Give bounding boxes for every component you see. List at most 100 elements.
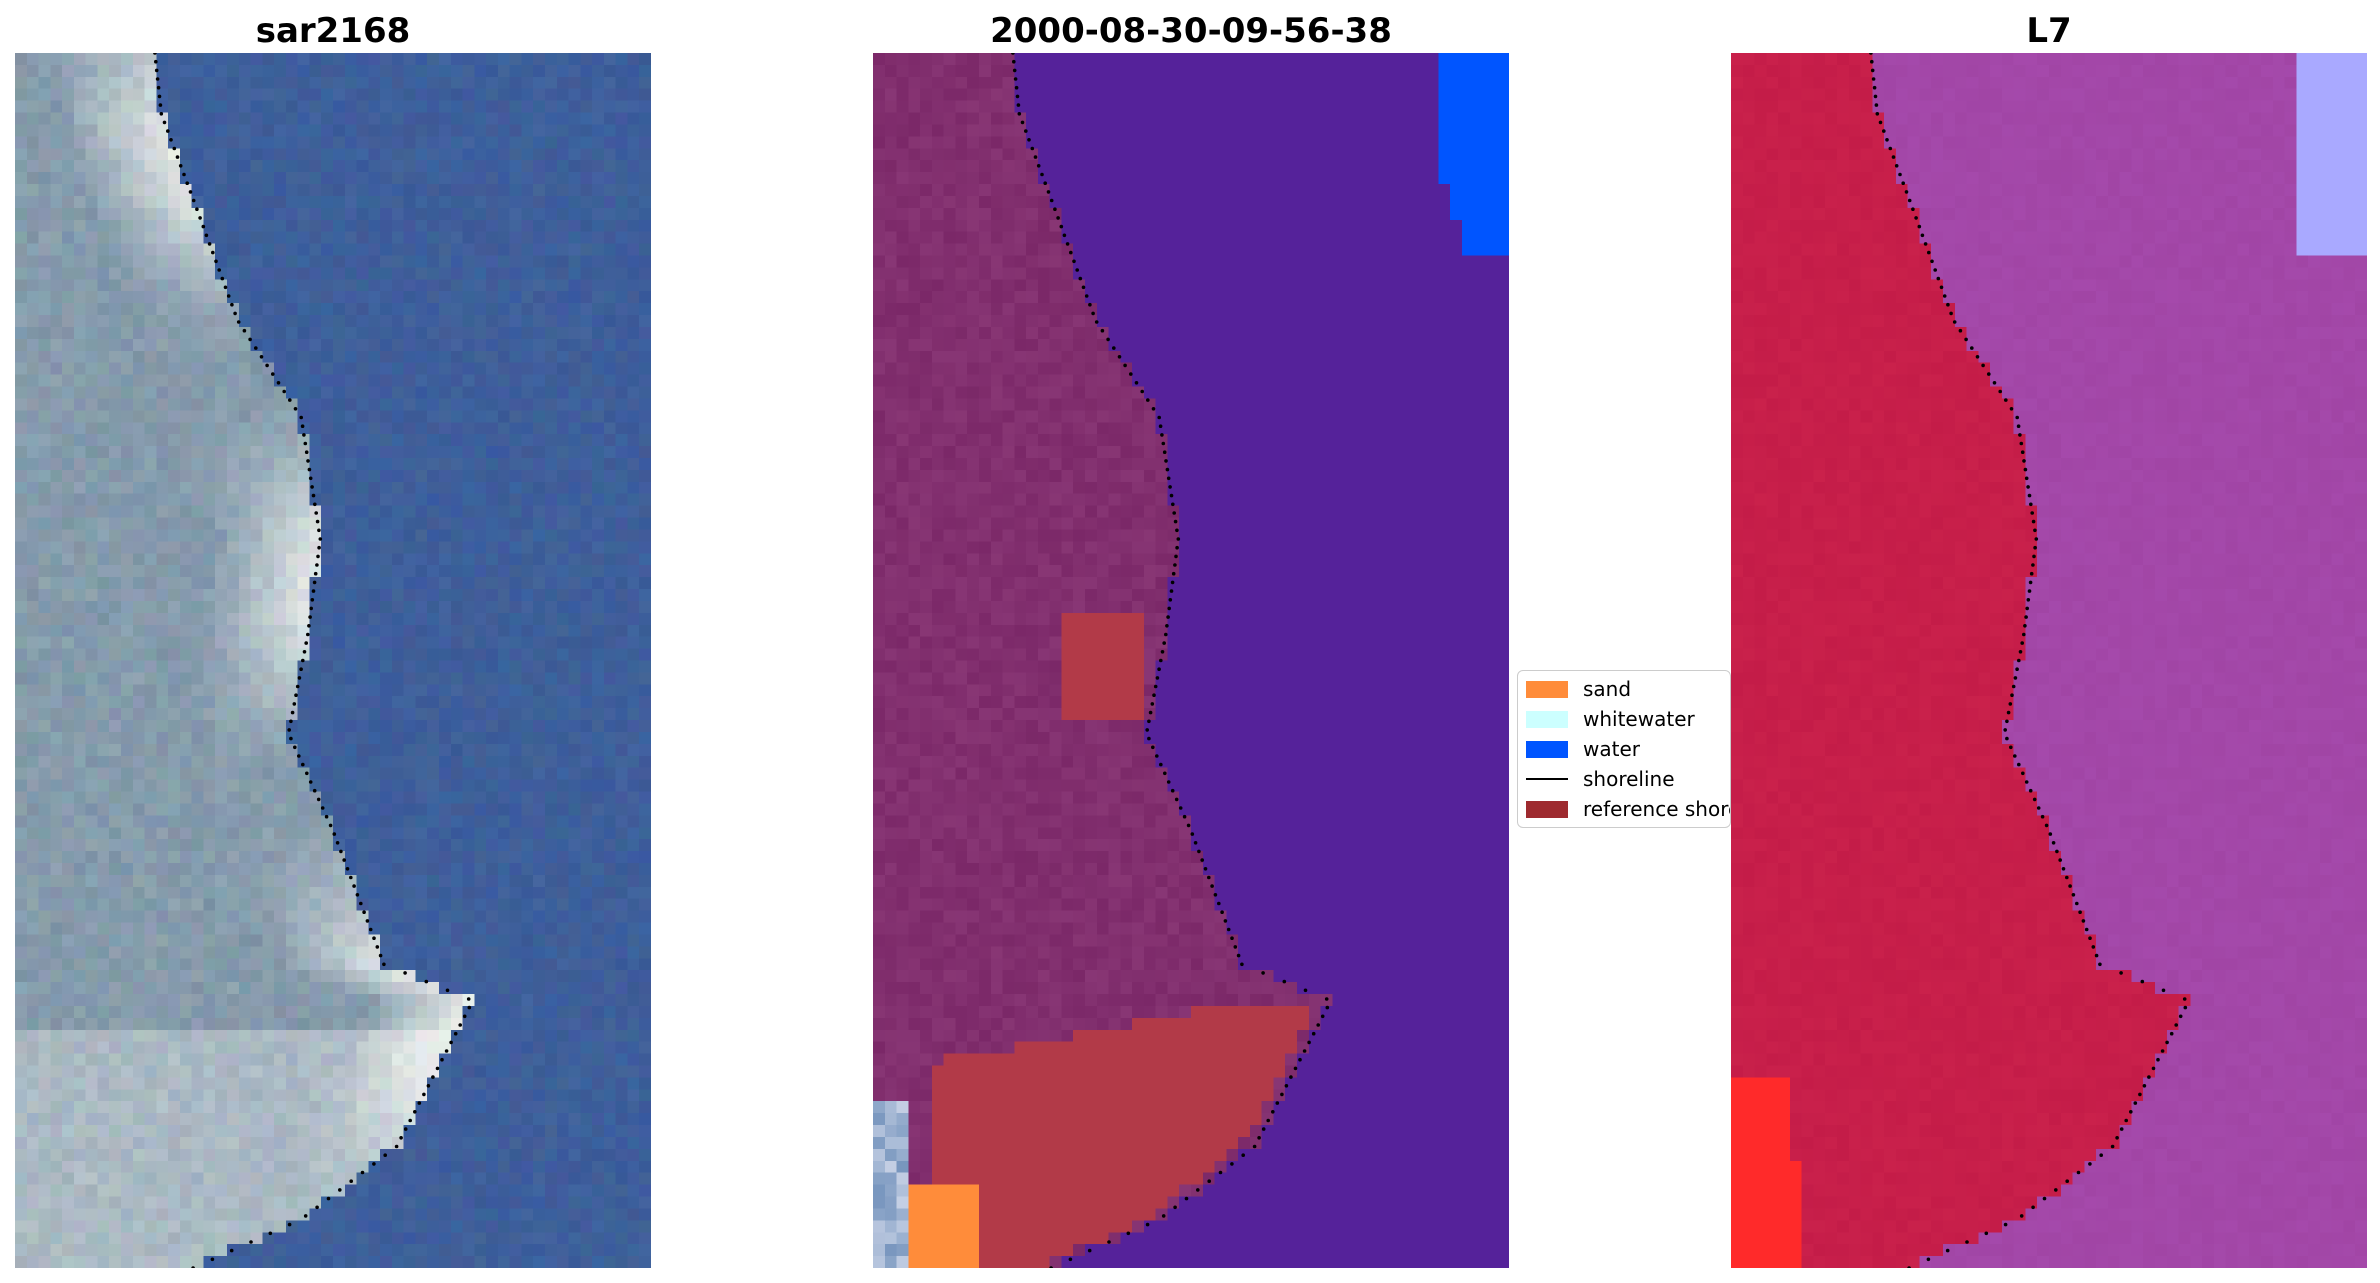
shoreline-dot [315, 519, 320, 524]
shoreline-dot [382, 962, 386, 967]
shoreline-dot [1311, 1031, 1316, 1036]
shoreline-dot [2011, 684, 2016, 689]
shoreline-dot [2005, 719, 2009, 724]
shoreline-dot [1316, 1023, 1320, 1027]
shoreline-dot [2165, 1040, 2169, 1045]
shoreline-dot [318, 537, 323, 541]
shoreline-dot [306, 459, 310, 463]
shoreline-dot [1147, 736, 1151, 741]
shoreline-dot [1266, 1118, 1270, 1123]
shoreline-dot [288, 398, 292, 402]
shoreline-dot [1165, 467, 1170, 472]
shoreline-dot [2129, 1110, 2133, 1114]
shoreline-dot [1870, 59, 1874, 64]
shoreline-dot [265, 363, 269, 368]
legend: sand whitewater water shoreline referenc… [1517, 670, 1731, 828]
shoreline-dot [1043, 181, 1047, 185]
shoreline-dot [155, 77, 160, 81]
shoreline-dot [1088, 302, 1092, 307]
shoreline-dot [1166, 476, 1171, 481]
shoreline-dot [182, 172, 186, 177]
shoreline-dot [185, 181, 189, 185]
legend-label-reference-shoreline: reference shoreline [1583, 797, 1730, 821]
shoreline-dot [342, 858, 347, 862]
shoreline-dot [1134, 381, 1139, 385]
shoreline-dot [1107, 1240, 1111, 1244]
shoreline-dot [157, 94, 162, 99]
shoreline-dot [1148, 710, 1153, 715]
shoreline-dot [360, 1170, 365, 1175]
shoreline-dot [292, 702, 297, 706]
shoreline-dot [2142, 1084, 2147, 1088]
shoreline-dot [299, 667, 303, 671]
shoreline-dot [1230, 936, 1234, 940]
shoreline-dot [1155, 676, 1160, 680]
shoreline-dot [169, 138, 173, 142]
shoreline-dot [1904, 190, 1909, 194]
shoreline-dot [2015, 415, 2019, 420]
shoreline-dot [1325, 1005, 1330, 1010]
shoreline-dot [297, 676, 302, 680]
shoreline-dot [453, 1031, 458, 1036]
shoreline-dot [317, 528, 321, 533]
shoreline-dot [1936, 276, 1941, 281]
shoreline-dot [195, 207, 199, 211]
shoreline-dot [1169, 493, 1174, 498]
shoreline-dot [158, 103, 163, 107]
shoreline-dot [1946, 302, 1950, 307]
shoreline-dot [1172, 511, 1176, 515]
shoreline-dot [1015, 94, 1020, 99]
legend-swatch-whitewater [1526, 710, 1568, 728]
shoreline-dot [1081, 285, 1086, 290]
shoreline-dot [1945, 1248, 1950, 1253]
shoreline-dot [2026, 598, 2031, 602]
legend-item-water: water [1526, 735, 1640, 763]
shoreline-dot [1053, 207, 1057, 211]
shoreline-dot [359, 901, 363, 906]
shoreline-dot [1078, 276, 1083, 281]
shoreline-dot [338, 1188, 342, 1192]
shoreline-dot [1923, 242, 1928, 246]
shoreline-dot [2009, 407, 2014, 411]
shoreline-dot [2023, 624, 2027, 628]
shoreline-dot [1140, 389, 1144, 394]
shoreline-dot [1907, 198, 1912, 203]
shoreline-dot [220, 276, 225, 281]
shoreline-dot [304, 450, 309, 455]
shoreline-dot [1011, 53, 1015, 55]
shoreline-dot [2075, 901, 2079, 906]
shoreline-dot [1173, 519, 1178, 524]
shoreline-dot [2169, 1031, 2174, 1036]
shoreline-dot [1233, 945, 1238, 949]
shoreline-dot [1030, 146, 1035, 151]
shoreline-dot [223, 285, 228, 290]
shoreline-dot [1190, 832, 1195, 836]
shoreline-dot [1160, 433, 1164, 437]
shoreline-dot [1939, 285, 1944, 290]
shoreline-dot [1147, 719, 1151, 724]
shoreline-dot [1171, 571, 1176, 576]
shoreline-dot [1958, 328, 1963, 333]
shoreline-dot [435, 1066, 440, 1071]
shoreline-dot [1065, 242, 1070, 246]
shoreline-dot [2027, 493, 2032, 498]
shoreline-dot [293, 407, 298, 411]
shoreline-dot [1872, 85, 1877, 90]
shoreline-dot [294, 693, 298, 697]
shoreline-dot [297, 754, 301, 758]
shoreline-dot [417, 1101, 422, 1105]
shoreline-dot [191, 1266, 195, 1268]
shoreline-dot [2174, 1023, 2178, 1027]
shoreline-dot [1213, 893, 1218, 897]
shoreline-dot [1920, 233, 1925, 238]
shoreline-dot [349, 875, 353, 880]
shoreline-dot [1161, 1214, 1166, 1218]
shoreline-dot [1230, 1162, 1234, 1166]
shoreline-dot [2003, 728, 2007, 732]
shoreline-dot [1217, 901, 1221, 906]
shoreline-dot [2119, 971, 2123, 975]
shoreline-dot [312, 580, 317, 585]
shoreline-dot [271, 372, 275, 376]
shoreline-dot [2138, 1092, 2142, 1097]
shoreline-dot [383, 1153, 388, 1157]
